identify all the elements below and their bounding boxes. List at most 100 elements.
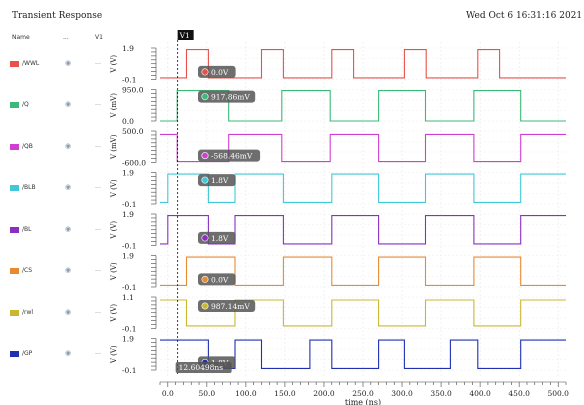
x-tick-label: 200.0 — [313, 389, 335, 398]
eye-icon[interactable]: ◉ — [65, 224, 72, 233]
y-tick-label: -0.1 — [122, 325, 136, 334]
cursor-marker-dot — [201, 68, 209, 76]
cursor-marker-dot — [201, 152, 209, 160]
y-axis-label: V (mV) — [110, 134, 118, 160]
eye-icon[interactable]: ◉ — [65, 141, 72, 150]
y-axis-label: V (V) — [110, 55, 118, 74]
cursor-x-readout-box — [175, 362, 232, 373]
y-axis-label: V (V) — [110, 221, 118, 240]
x-tick-label: 450.0 — [508, 389, 530, 398]
legend-swatch — [10, 351, 19, 358]
cursor-marker-dot — [201, 176, 209, 184]
cursor-marker-value: 917.86mV — [211, 93, 250, 102]
eye-icon[interactable]: ◉ — [65, 183, 72, 192]
x-tick-label: 50.0 — [198, 389, 215, 398]
cursor-marker-value: 987.14mV — [211, 302, 250, 311]
more-icon[interactable]: … — [95, 266, 101, 274]
waveform-qb[interactable] — [160, 133, 566, 163]
y-tick-label: 1.9 — [122, 335, 134, 344]
x-tick-label: 250.0 — [352, 389, 374, 398]
y-tick-label: 0.0 — [122, 117, 134, 126]
y-tick-label: -0.1 — [122, 76, 136, 85]
y-tick-label: -0.1 — [122, 200, 136, 209]
x-tick-label: 500.0 — [547, 389, 569, 398]
name-column-header: Name — [12, 34, 30, 41]
more-icon[interactable]: … — [95, 183, 101, 191]
legend-label: /Q — [22, 101, 29, 109]
cursor-marker-dot — [201, 302, 209, 310]
cursor-marker-value: 1.8V — [211, 234, 229, 243]
legend-label: /GP — [22, 350, 33, 358]
eye-icon[interactable]: ◉ — [65, 349, 72, 358]
datetime-stamp: Wed Oct 6 16:31:16 2021 1 — [466, 11, 584, 21]
y-tick-label: -0.1 — [122, 283, 136, 292]
cursor-marker-box — [198, 65, 236, 78]
legend-label: /rwl — [22, 308, 34, 316]
y-tick-label: 1.9 — [122, 169, 134, 178]
legend-swatch — [10, 309, 19, 316]
x-axis-label: time (ns) — [345, 398, 381, 405]
cursor-marker-box — [198, 231, 236, 244]
legend-label: /BL — [22, 225, 32, 233]
window-title: Transient Response — [12, 11, 103, 21]
y-axis-label: V (V) — [110, 179, 118, 198]
legend-swatch — [10, 143, 19, 150]
eye-icon[interactable]: ◉ — [65, 100, 72, 109]
y-axis-label: V (V) — [110, 262, 118, 281]
waveform-rwl[interactable] — [160, 299, 566, 327]
legend-swatch — [10, 268, 19, 275]
eye-icon[interactable]: ◉ — [65, 307, 72, 316]
waveform-cs[interactable] — [160, 256, 566, 286]
y-tick-label: 500.0 — [122, 127, 144, 136]
waveform-bl[interactable] — [160, 215, 566, 245]
cursor-marker-dot — [201, 93, 209, 101]
y-tick-label: -0.1 — [122, 366, 136, 375]
more-icon[interactable]: … — [95, 307, 101, 315]
legend-label: /CS — [22, 267, 33, 275]
cursor-tag-box[interactable] — [177, 30, 194, 40]
more-icon[interactable]: … — [95, 58, 101, 66]
waveform-gp[interactable] — [160, 339, 566, 369]
x-tick-label: 300.0 — [391, 389, 413, 398]
more-icon[interactable]: … — [95, 141, 101, 149]
y-tick-label: 1.1 — [122, 293, 134, 302]
cursor-marker-box — [198, 299, 256, 312]
y-tick-label: -0.1 — [122, 242, 136, 251]
eye-icon[interactable]: ◉ — [65, 266, 72, 275]
cursor-marker-value: 0.0V — [211, 68, 229, 77]
cursor-marker-dot — [201, 234, 209, 242]
cursor-x-readout: 12.60498ns — [179, 363, 224, 372]
cursor-marker-box — [198, 174, 236, 187]
y-tick-label: 950.0 — [122, 86, 144, 95]
cursor-tag-label: V1 — [179, 31, 190, 40]
legend-swatch — [10, 102, 19, 109]
legend-swatch — [10, 185, 19, 192]
cursor-marker-box — [198, 273, 236, 286]
cursor-marker-value: 1.8V — [211, 176, 229, 185]
y-axis-label: V (V) — [110, 304, 118, 323]
legend-swatch — [10, 60, 19, 67]
eye-icon[interactable]: ◉ — [65, 58, 72, 67]
cursor-marker-value: 0.0V — [211, 275, 229, 284]
x-tick-label: 0.0 — [162, 389, 174, 398]
y-axis-label: V (mV) — [110, 93, 118, 119]
cursor-marker-value: -568.46mV — [211, 152, 253, 161]
y-tick-label: -600.0 — [122, 159, 146, 168]
x-tick-label: 400.0 — [469, 389, 491, 398]
x-tick-label: 350.0 — [430, 389, 452, 398]
more-icon[interactable]: … — [95, 100, 101, 108]
more-icon[interactable]: … — [95, 349, 101, 357]
more-icon[interactable]: … — [95, 224, 101, 232]
y-axis-label: V (V) — [110, 345, 118, 364]
visibility-column-header: V1 — [95, 34, 103, 41]
x-tick-label: 100.0 — [235, 389, 257, 398]
legend-label: /QB — [22, 142, 33, 150]
menu-column-header[interactable]: ... — [63, 34, 69, 41]
cursor-marker-box — [198, 149, 261, 162]
legend-label: /BLB — [22, 184, 36, 192]
cursor-marker-box — [198, 90, 256, 103]
y-tick-label: 1.9 — [122, 210, 134, 219]
waveform-wwl[interactable] — [160, 49, 566, 79]
y-tick-label: 1.9 — [122, 252, 134, 261]
